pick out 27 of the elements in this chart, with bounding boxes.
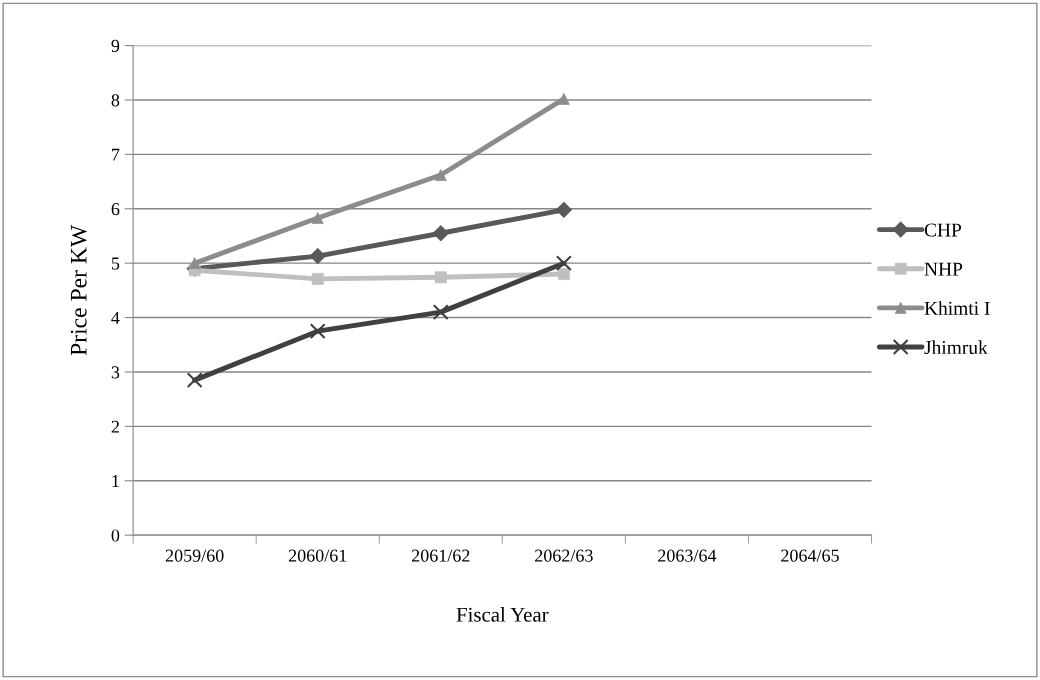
x-tick-label: 2062/63 [535, 549, 593, 562]
point [555, 255, 572, 272]
y-tick-label: 4 [111, 311, 120, 324]
y-tick-label: 8 [111, 94, 120, 107]
point [432, 304, 449, 321]
x-tick-label: 2063/64 [658, 549, 717, 562]
point [309, 323, 326, 340]
y-tick-label: 1 [112, 475, 119, 488]
y-tick-label: 7 [112, 148, 120, 161]
x-axis-title: Fiscal Year [456, 607, 549, 622]
y-tick-label: 5 [111, 257, 120, 270]
legend-label: NHP [924, 262, 963, 276]
y-tick-label: 9 [111, 39, 120, 52]
x-tick-label: 2059/60 [165, 549, 224, 562]
legend-label: CHP [924, 223, 962, 237]
point [557, 268, 570, 280]
x-tick-label: 2060/61 [288, 549, 347, 562]
y-tick-label: 0 [111, 529, 120, 542]
x-tick-label: 2064/65 [781, 549, 839, 562]
y-tick-label: 6 [111, 203, 120, 216]
y-tick-label: 2 [111, 420, 119, 433]
legend-label: Jhimruk [924, 340, 988, 354]
point [186, 372, 203, 389]
y-tick-label: 3 [111, 366, 120, 379]
legend-label: Khimti I [924, 301, 990, 315]
y-axis-title: Price Per KW [70, 224, 87, 356]
x-tick-label: 2061/62 [411, 549, 470, 562]
